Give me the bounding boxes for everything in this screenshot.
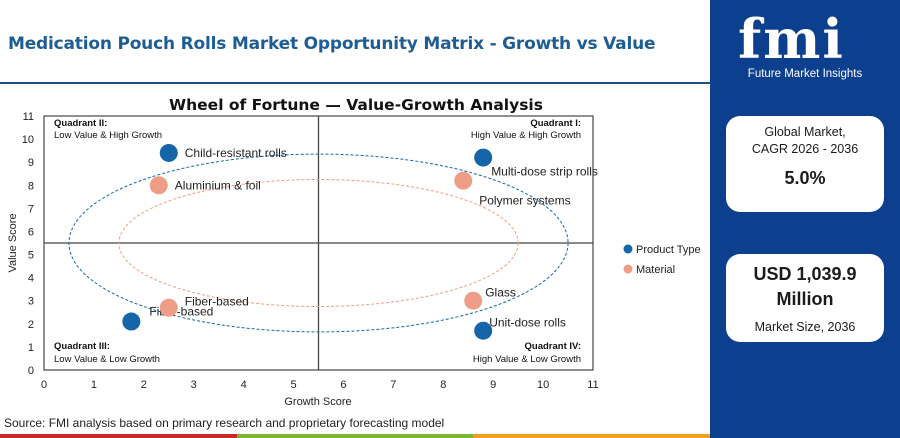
product-type-point bbox=[474, 148, 493, 167]
y-tick-label: 4 bbox=[28, 273, 34, 285]
point-label: Polymer systems bbox=[479, 194, 570, 208]
quadrant-iv-title: Quadrant IV: bbox=[525, 341, 581, 352]
y-axis-label: Value Score bbox=[7, 213, 19, 272]
outer-ellipse bbox=[68, 153, 569, 333]
logo-wordmark: fmi bbox=[738, 7, 845, 71]
quadrant-iv-desc: High Value & Low Growth bbox=[473, 354, 581, 365]
product-type-point bbox=[122, 312, 141, 331]
source-note: Source: FMI analysis based on primary re… bbox=[4, 416, 445, 430]
y-tick-label: 10 bbox=[22, 134, 34, 146]
x-tick-label: 4 bbox=[241, 379, 247, 391]
material-point bbox=[454, 171, 473, 190]
market-value-line1: USD 1,039.9 bbox=[753, 264, 857, 284]
y-tick-label: 7 bbox=[28, 203, 34, 215]
x-axis-label: Growth Score bbox=[284, 396, 351, 408]
quadrant-ii-desc: Low Value & High Growth bbox=[54, 130, 162, 141]
quadrant-i-desc: High Value & High Growth bbox=[471, 130, 581, 141]
legend-marker bbox=[623, 244, 633, 254]
y-tick-label: 0 bbox=[28, 365, 34, 377]
y-tick-label: 8 bbox=[28, 180, 34, 192]
x-tick-label: 2 bbox=[141, 379, 147, 391]
y-tick-label: 11 bbox=[23, 111, 34, 123]
product-type-point bbox=[159, 143, 178, 162]
title-divider bbox=[0, 82, 710, 84]
cagr-label-line2: CAGR 2026 - 2036 bbox=[751, 142, 859, 156]
x-tick-label: 10 bbox=[537, 379, 549, 391]
quadrant-ii-title: Quadrant II: bbox=[54, 118, 107, 129]
point-label: Aluminium & foil bbox=[175, 178, 261, 192]
logo-tagline: Future Market Insights bbox=[747, 68, 863, 80]
material-point bbox=[464, 291, 483, 310]
bottom-color-stripe bbox=[0, 434, 711, 438]
material-point bbox=[159, 298, 178, 317]
fmi-logo: fmi Future Market Insights bbox=[710, 0, 900, 90]
quadrant-iii-desc: Low Value & Low Growth bbox=[54, 354, 160, 365]
page-title: Medication Pouch Rolls Market Opportunit… bbox=[8, 34, 656, 54]
point-label: Unit-dose rolls bbox=[489, 316, 566, 330]
y-tick-label: 2 bbox=[28, 319, 34, 331]
point-label: Fiber-based bbox=[185, 295, 249, 309]
cagr-card: Global Market, CAGR 2026 - 2036 5.0% bbox=[726, 116, 884, 212]
chart-title: Wheel of Fortune — Value-Growth Analysis bbox=[169, 96, 543, 114]
y-tick-label: 5 bbox=[28, 250, 34, 262]
x-tick-label: 5 bbox=[290, 379, 296, 391]
x-tick-label: 6 bbox=[340, 379, 346, 391]
legend-marker bbox=[623, 264, 633, 274]
x-tick-label: 8 bbox=[440, 379, 446, 391]
point-label: Glass bbox=[485, 286, 516, 300]
quadrant-i-title: Quadrant I: bbox=[530, 118, 581, 129]
legend-label: Material bbox=[636, 264, 675, 276]
product-type-point bbox=[474, 321, 493, 340]
cagr-label-line1: Global Market, bbox=[764, 125, 846, 139]
x-tick-label: 11 bbox=[587, 379, 598, 391]
opportunity-matrix-chart: Wheel of Fortune — Value-Growth Analysis… bbox=[7, 96, 701, 408]
cagr-value: 5.0% bbox=[784, 168, 826, 188]
market-value-line2: Million bbox=[776, 289, 834, 309]
quadrant-iii-title: Quadrant III: bbox=[54, 341, 110, 352]
point-label: Child-resistant rolls bbox=[185, 146, 287, 160]
y-tick-label: 3 bbox=[28, 296, 34, 308]
market-size-card: USD 1,039.9 Million Market Size, 2036 bbox=[726, 254, 884, 342]
y-tick-label: 9 bbox=[28, 157, 34, 169]
x-tick-label: 9 bbox=[490, 379, 496, 391]
legend-label: Product Type bbox=[636, 244, 701, 256]
market-size-label: Market Size, 2036 bbox=[754, 320, 856, 334]
x-tick-label: 7 bbox=[390, 379, 396, 391]
brand-panel bbox=[710, 0, 900, 438]
x-tick-label: 3 bbox=[191, 379, 197, 391]
x-tick-label: 0 bbox=[41, 379, 47, 391]
x-tick-label: 1 bbox=[91, 379, 97, 391]
y-tick-label: 6 bbox=[28, 226, 34, 238]
point-label: Multi-dose strip rolls bbox=[491, 165, 598, 179]
material-point bbox=[149, 176, 168, 195]
inner-ellipse bbox=[118, 179, 519, 307]
y-tick-label: 1 bbox=[28, 342, 34, 354]
